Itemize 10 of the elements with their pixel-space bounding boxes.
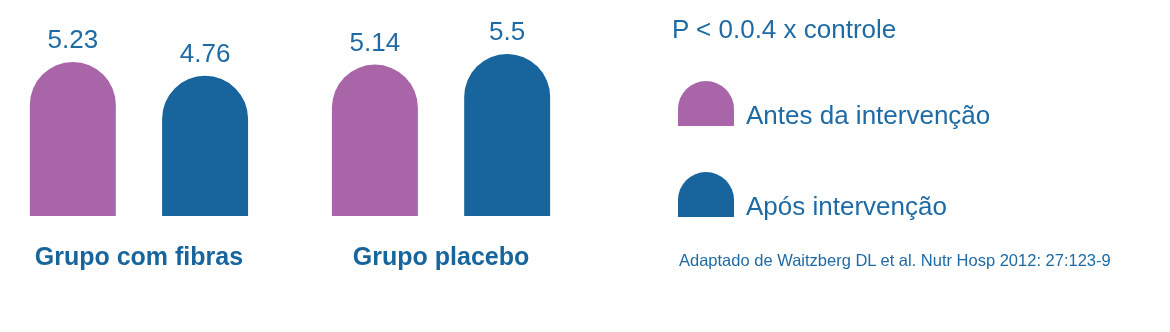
- legend-label: Antes da intervenção: [746, 100, 991, 130]
- x-tick-label: Grupo placebo: [352, 242, 530, 270]
- data-label: 5.23: [47, 23, 99, 54]
- data-label: 5.14: [349, 26, 401, 57]
- data-label: 5.5: [489, 16, 526, 46]
- x-tick-label: Grupo com fibras: [34, 242, 244, 270]
- legend-label: Após intervenção: [746, 191, 947, 221]
- text: Adaptado de Waitzberg DL et al. Nutr Hosp 2012: 27:123-9: [679, 251, 1111, 269]
- text: P < 0.0.4 x controle: [672, 14, 897, 44]
- data-label: 4.76: [179, 37, 231, 68]
